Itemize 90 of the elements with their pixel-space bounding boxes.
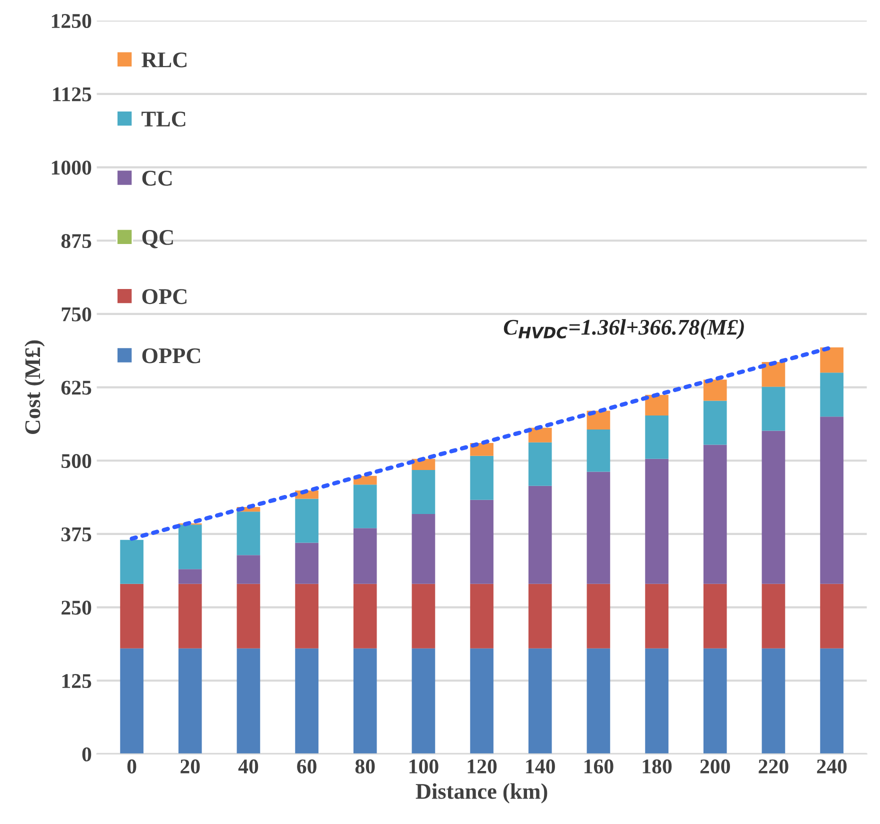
bar bbox=[645, 415, 668, 459]
x-tick-label: 40 bbox=[238, 759, 258, 774]
bar bbox=[645, 458, 668, 584]
bar bbox=[586, 648, 610, 754]
bar bbox=[645, 648, 668, 754]
x-tick-label: 240 bbox=[817, 759, 847, 774]
x-tick-label: 120 bbox=[468, 759, 497, 774]
bar bbox=[353, 584, 377, 648]
legend-label: OPC bbox=[142, 289, 186, 304]
y-axis-title: Cost (M£) bbox=[24, 340, 45, 434]
bar bbox=[412, 584, 436, 648]
x-tick-label: 220 bbox=[758, 759, 788, 774]
bar bbox=[295, 542, 318, 584]
bar bbox=[586, 472, 610, 584]
bar bbox=[762, 430, 786, 584]
bar bbox=[762, 362, 786, 387]
y-tick-label: 500 bbox=[62, 454, 92, 468]
bar bbox=[528, 428, 552, 442]
y-tick-label: 0 bbox=[82, 747, 92, 762]
x-tick-label: 80 bbox=[355, 759, 375, 774]
y-tick-label: 1125 bbox=[53, 87, 92, 102]
bar bbox=[528, 648, 552, 754]
bar bbox=[820, 372, 844, 417]
bar bbox=[236, 512, 260, 556]
x-tick-label: 140 bbox=[526, 759, 555, 774]
bar bbox=[412, 470, 436, 514]
bar bbox=[470, 500, 494, 584]
x-tick-label: 20 bbox=[180, 759, 200, 774]
bar bbox=[703, 380, 727, 401]
y-tick-label: 250 bbox=[62, 600, 92, 615]
x-tick-label: 160 bbox=[584, 759, 614, 774]
bar bbox=[353, 648, 377, 754]
x-axis-title: Distance (km) bbox=[416, 783, 548, 804]
bar bbox=[645, 394, 668, 416]
bar bbox=[470, 456, 494, 500]
bar bbox=[412, 648, 436, 754]
annotation: C$_{HVDC}$=1.36l+366.78(M£) bbox=[504, 319, 744, 340]
bar bbox=[586, 584, 610, 648]
bar bbox=[703, 400, 727, 445]
bar bbox=[295, 498, 318, 543]
bar bbox=[528, 584, 552, 648]
bar bbox=[703, 444, 727, 584]
bar bbox=[820, 347, 844, 373]
legend-label: QC bbox=[142, 230, 173, 248]
bar bbox=[586, 410, 610, 430]
y-tick-label: 1250 bbox=[52, 14, 92, 28]
bar bbox=[353, 484, 377, 528]
bar bbox=[528, 486, 552, 584]
legend-label: RLC bbox=[142, 52, 186, 68]
legend-label: TLC bbox=[142, 112, 186, 127]
x-tick-label: 180 bbox=[642, 759, 672, 774]
y-tick-label: 875 bbox=[61, 234, 92, 248]
y-tick-label: 125 bbox=[62, 674, 92, 688]
bar bbox=[412, 514, 436, 584]
bar bbox=[528, 442, 552, 486]
bar bbox=[178, 569, 202, 584]
bar bbox=[762, 386, 786, 431]
bar bbox=[703, 648, 727, 754]
y-tick-label: 1000 bbox=[52, 160, 92, 175]
x-tick-label: 0 bbox=[127, 759, 136, 774]
bar bbox=[236, 648, 260, 754]
bar bbox=[178, 524, 202, 570]
bar bbox=[353, 528, 377, 584]
bar bbox=[470, 584, 494, 648]
bar bbox=[645, 584, 668, 648]
bar bbox=[703, 584, 727, 648]
bar bbox=[762, 648, 786, 754]
y-tick-label: 375 bbox=[61, 527, 92, 542]
bar bbox=[820, 648, 844, 754]
x-tick-label: 60 bbox=[297, 759, 316, 774]
bar bbox=[295, 648, 318, 754]
y-tick-label: 750 bbox=[62, 307, 92, 322]
bar bbox=[586, 430, 610, 472]
bar bbox=[236, 555, 260, 584]
bar bbox=[820, 584, 844, 648]
bar bbox=[178, 648, 202, 754]
bar bbox=[762, 584, 786, 648]
bar bbox=[236, 584, 260, 648]
bar bbox=[120, 648, 144, 754]
bar bbox=[820, 416, 844, 584]
bar bbox=[120, 584, 144, 648]
legend-label: OPPC bbox=[142, 348, 200, 364]
y-tick-label: 625 bbox=[61, 380, 92, 395]
x-tick-label: 100 bbox=[410, 759, 438, 774]
legend-label: CC bbox=[142, 170, 172, 186]
bar bbox=[120, 540, 144, 584]
bar bbox=[470, 648, 494, 754]
bar bbox=[295, 584, 318, 648]
bar bbox=[178, 584, 202, 648]
x-tick-label: 200 bbox=[700, 759, 730, 774]
